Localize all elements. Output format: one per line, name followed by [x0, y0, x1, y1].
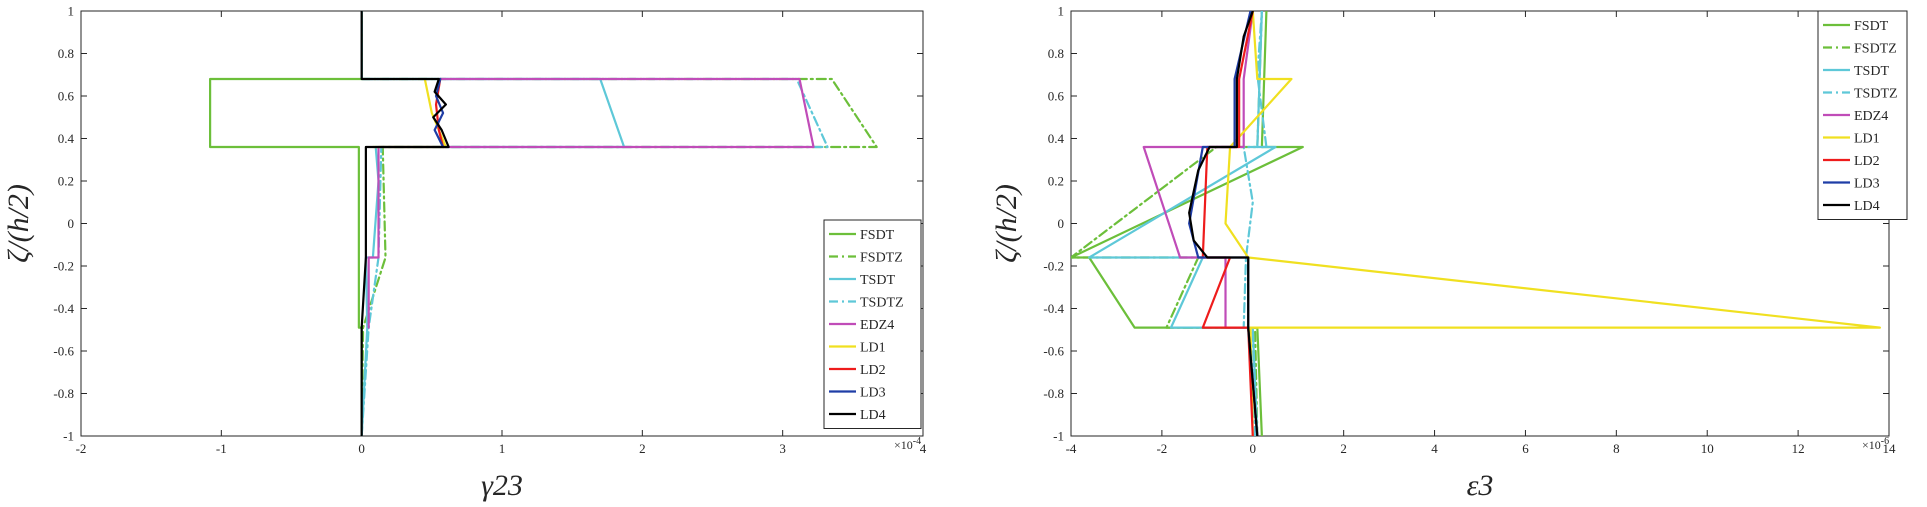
- y-axis-label: ζ/(h/2): [990, 184, 1023, 263]
- legend: FSDT FSDTZ TSDT TSDTZ EDZ4 LD1 LD2 LD3 LD4: [1817, 10, 1908, 220]
- y-tick-label: 1: [1058, 4, 1065, 19]
- x-tick-label: 1: [499, 441, 506, 456]
- legend-label: FSDTZ: [860, 251, 903, 266]
- y-tick-label: -0.8: [1043, 386, 1064, 401]
- x-axis-label: γ23: [481, 469, 523, 502]
- x-tick-label: 14: [1883, 441, 1897, 456]
- x-axis-multiplier-exponent: -4: [913, 436, 921, 447]
- x-tick-label: 4: [1431, 441, 1438, 456]
- y-tick-label: -1: [1053, 429, 1064, 444]
- y-tick-label: 0.4: [1048, 131, 1065, 146]
- x-tick-label: 0: [1250, 441, 1257, 456]
- series-line-ld4: [360, 11, 450, 436]
- epsilon3-chart-panel: -4 -2 0 2 4 6 8 10 12 14 -1 -0.8 -0.6 -0.4 -0.2 0 0.2 0.4…: [990, 4, 1908, 502]
- y-tick-label: -0.6: [1043, 344, 1064, 359]
- legend-label: FSDT: [860, 228, 895, 243]
- y-tick-label: 0: [1058, 216, 1065, 231]
- y-tick-label: 0.8: [1048, 46, 1064, 61]
- x-tick-label: 8: [1613, 441, 1620, 456]
- series-line-ld1: [1224, 11, 1882, 436]
- y-tick-label: -1: [63, 429, 74, 444]
- legend-label: FSDT: [1854, 19, 1889, 34]
- legend-label: FSDTZ: [1854, 42, 1897, 57]
- x-axis-multiplier-exponent: -6: [1881, 436, 1889, 447]
- y-tick-label: -0.2: [1043, 259, 1064, 274]
- y-tick-label: -0.2: [53, 259, 74, 274]
- x-tick-label: 2: [1340, 441, 1347, 456]
- x-tick-label: 2: [639, 441, 646, 456]
- y-tick-label: -0.4: [1043, 301, 1064, 316]
- x-tick-label: -1: [216, 441, 227, 456]
- y-axis-label: ζ/(h/2): [2, 184, 35, 263]
- y-tick-label: 0.2: [1048, 174, 1064, 189]
- x-tick-label: 10: [1701, 441, 1714, 456]
- legend-label: LD1: [1854, 132, 1880, 147]
- x-tick-label: 3: [779, 441, 786, 456]
- x-tick-label: 4: [920, 441, 927, 456]
- y-tick-label: 0.4: [58, 131, 75, 146]
- gamma23-chart-panel: -2 -1 0 1 2 3 4-1-0.8-0.6-0.4-0.200.20.40.60.8…: [2, 4, 927, 503]
- legend-label: LD2: [860, 363, 886, 378]
- y-tick-label: -0.4: [53, 301, 74, 316]
- legend: FSDT FSDTZ TSDT TSDTZ EDZ4 LD1 LD2 LD3 LD4: [823, 219, 922, 429]
- legend-label: EDZ4: [860, 318, 894, 333]
- series-group: [209, 11, 878, 436]
- x-tick-label: 6: [1522, 441, 1529, 456]
- series-line-tsdtz: [1242, 11, 1268, 436]
- x-tick-label: -4: [1066, 441, 1077, 456]
- legend-label: LD4: [1854, 199, 1880, 214]
- y-tick-label: 0.6: [1048, 89, 1065, 104]
- y-tick-label: 0.8: [58, 46, 74, 61]
- legend-label: LD4: [860, 408, 886, 423]
- y-tick-label: 0.2: [58, 174, 74, 189]
- x-tick-label: -2: [1156, 441, 1167, 456]
- legend-label: LD3: [1854, 177, 1880, 192]
- y-tick-label: -0.8: [53, 386, 74, 401]
- y-tick-label: 1: [68, 4, 75, 19]
- y-tick-label: 0: [68, 216, 75, 231]
- legend-label: LD2: [1854, 154, 1880, 169]
- legend-label: LD3: [860, 386, 886, 401]
- x-tick-label: 0: [358, 441, 365, 456]
- series-line-ld4: [1188, 11, 1259, 436]
- legend-label: LD1: [860, 341, 886, 356]
- y-tick-label: -0.6: [53, 344, 74, 359]
- y-tick-label: 0.6: [58, 89, 75, 104]
- x-tick-label: -2: [76, 441, 87, 456]
- x-tick-label: 12: [1792, 441, 1805, 456]
- legend-label: EDZ4: [1854, 109, 1888, 124]
- x-axis-multiplier: ×10-4: [894, 436, 921, 452]
- x-axis-label: ε3: [1467, 469, 1494, 502]
- series-line-ld3: [433, 77, 445, 149]
- legend-label: TSDT: [1854, 64, 1889, 79]
- legend-label: TSDT: [860, 273, 895, 288]
- plot-area-frame: [80, 10, 924, 437]
- series-group: [1071, 11, 1882, 436]
- legend-label: TSDTZ: [1854, 87, 1898, 102]
- plot-area-frame: [1070, 10, 1890, 437]
- legend-label: TSDTZ: [860, 296, 904, 311]
